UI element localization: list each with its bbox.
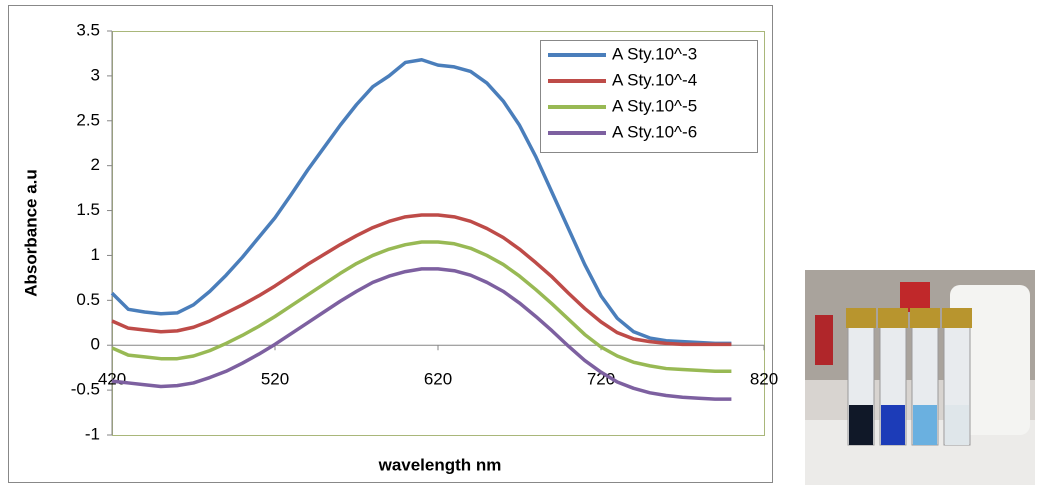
y-tick-label: 3.5 <box>76 20 100 39</box>
photo <box>805 270 1035 485</box>
x-axis-title: wavelength nm <box>378 455 502 474</box>
y-axis-title: Absorbance a.u <box>21 169 40 297</box>
y-tick-label: -0.5 <box>71 380 100 399</box>
x-tick-label: 420 <box>98 370 126 389</box>
y-tick-label: 0.5 <box>76 290 100 309</box>
legend-label: A Sty.10^-3 <box>612 44 697 63</box>
x-tick-label: 620 <box>424 370 452 389</box>
legend-label: A Sty.10^-4 <box>612 70 697 89</box>
data-line <box>111 240 732 374</box>
y-tick-label: 3 <box>91 65 100 84</box>
legend-label: A Sty.10^-6 <box>612 122 697 141</box>
data-line <box>111 267 732 401</box>
y-tick-label: 1 <box>91 245 100 264</box>
y-tick-label: 0 <box>91 335 100 354</box>
x-tick-label: 520 <box>261 370 289 389</box>
legend-label: A Sty.10^-5 <box>612 96 697 115</box>
y-tick-label: -1 <box>85 424 100 443</box>
data-line <box>111 213 732 347</box>
y-tick-label: 2.5 <box>76 110 100 129</box>
data-line <box>110 57 732 346</box>
y-tick-label: 1.5 <box>76 200 100 219</box>
y-tick-label: 2 <box>91 155 100 174</box>
x-tick-label: 820 <box>750 370 778 389</box>
